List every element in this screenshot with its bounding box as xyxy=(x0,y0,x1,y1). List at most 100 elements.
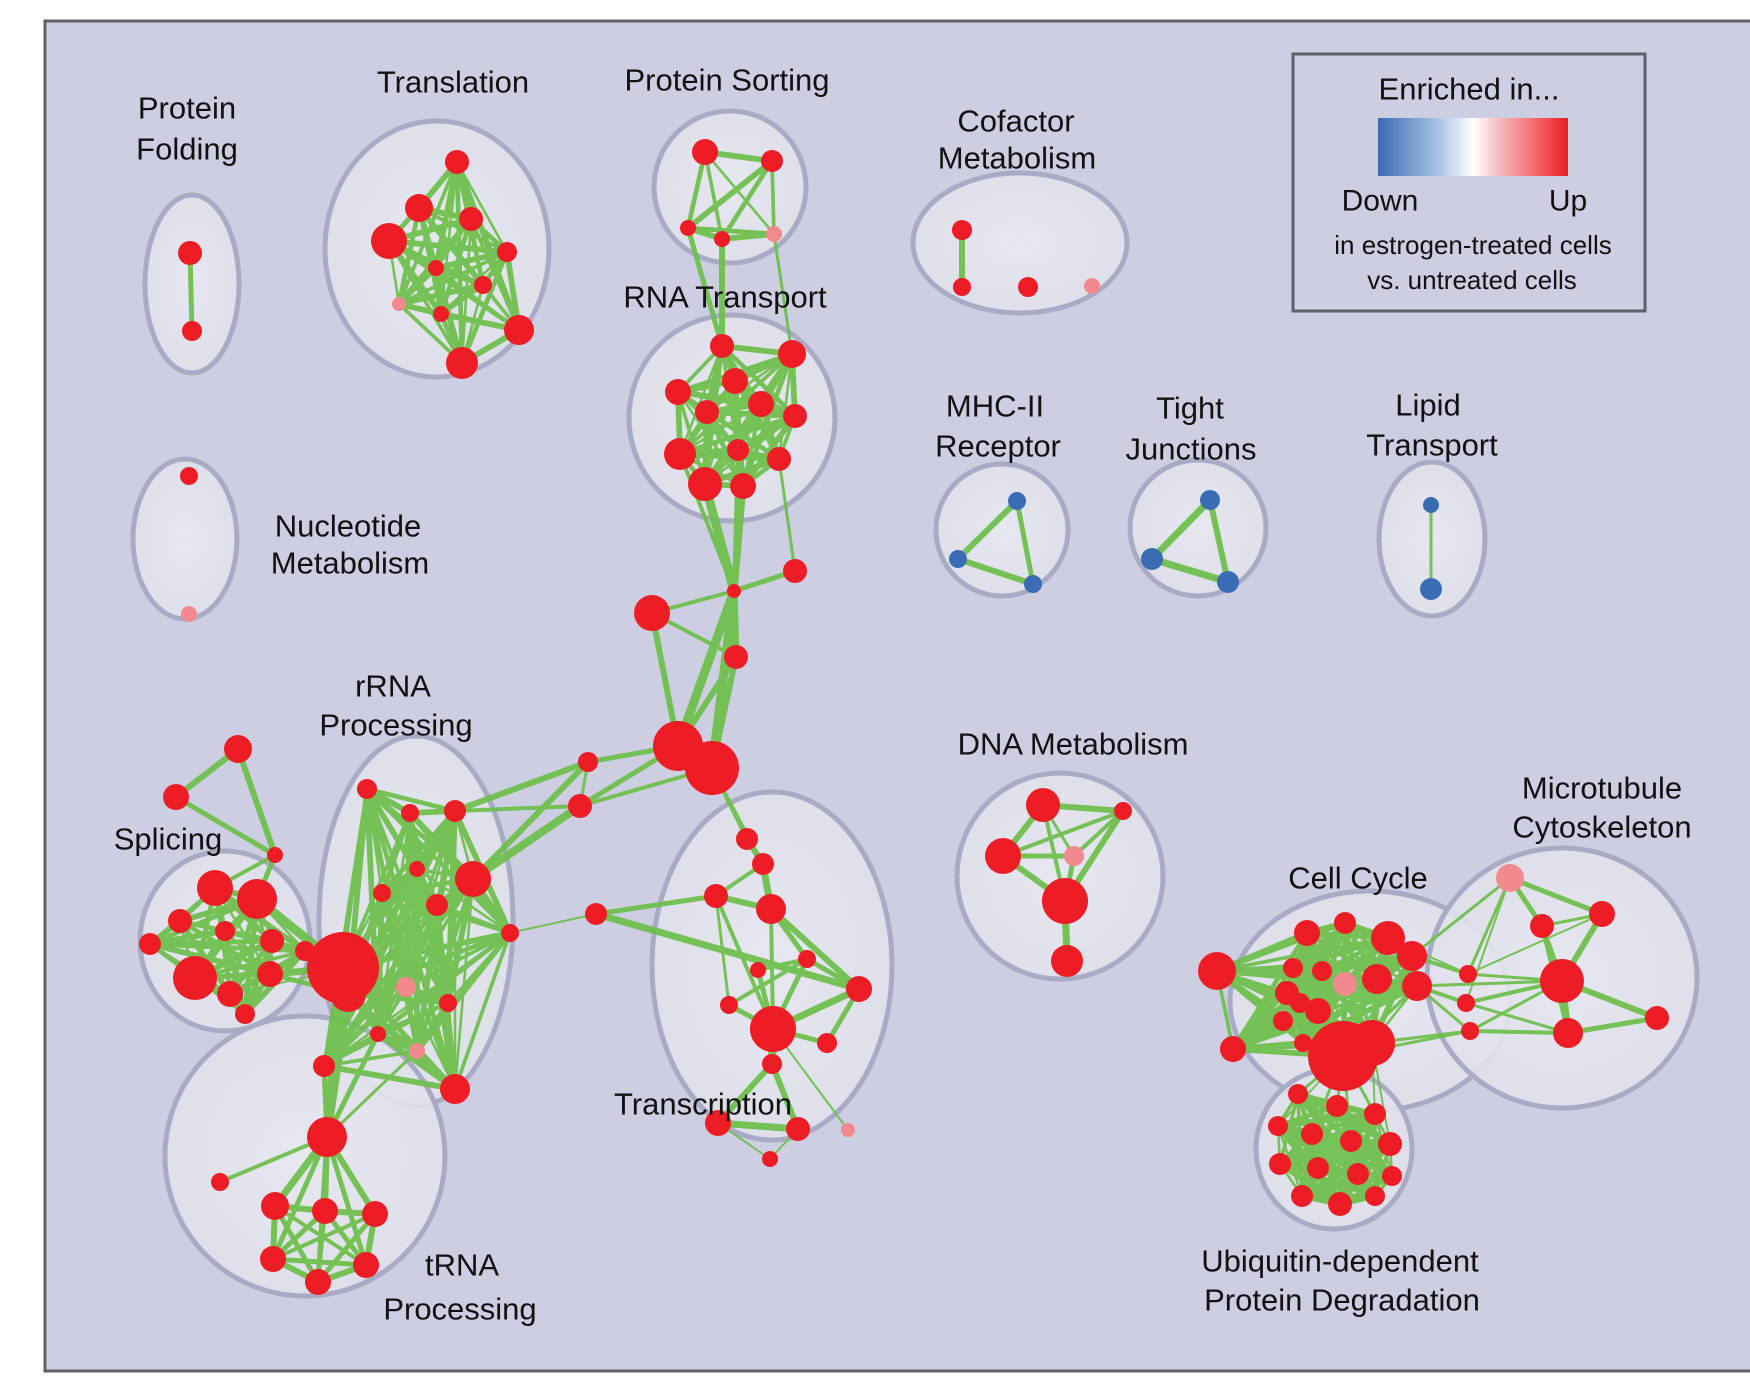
gene-set-node-rrna-processing[interactable] xyxy=(373,884,391,902)
gene-set-node-translation[interactable] xyxy=(504,315,534,345)
gene-set-node-ubiquitin-degradation[interactable] xyxy=(1347,1163,1369,1185)
gene-set-node-hub-chain[interactable] xyxy=(634,595,670,631)
gene-set-node-protein-sorting[interactable] xyxy=(761,150,783,172)
gene-set-node-trna-processing[interactable] xyxy=(353,1252,379,1278)
gene-set-node-ubiquitin-degradation[interactable] xyxy=(1291,1185,1313,1207)
gene-set-node-rrna-processing[interactable] xyxy=(313,1055,335,1077)
gene-set-node-cell-cycle[interactable] xyxy=(1312,961,1332,981)
gene-set-node-cofactor-metabolism[interactable] xyxy=(952,220,972,240)
gene-set-node-rna-transport[interactable] xyxy=(730,473,756,499)
gene-set-node-cofactor-metabolism[interactable] xyxy=(1018,277,1038,297)
gene-set-node-cofactor-metabolism[interactable] xyxy=(953,278,971,296)
gene-set-node-ubiquitin-degradation[interactable] xyxy=(1382,1166,1402,1186)
gene-set-node-ubiquitin-degradation[interactable] xyxy=(1340,1130,1362,1152)
gene-set-node-dna-metabolism[interactable] xyxy=(1064,846,1084,866)
gene-set-node-cell-cycle[interactable] xyxy=(1305,998,1331,1024)
gene-set-node-ubiquitin-degradation[interactable] xyxy=(1326,1095,1348,1117)
gene-set-node-transcription[interactable] xyxy=(798,950,816,968)
gene-set-node-rna-transport[interactable] xyxy=(727,439,749,461)
gene-set-node-rrna-processing[interactable] xyxy=(401,804,419,822)
gene-set-node-mhc-ii-receptor[interactable] xyxy=(949,550,967,568)
gene-set-node-trna-processing[interactable] xyxy=(260,1246,286,1272)
gene-set-node-transcription[interactable] xyxy=(720,996,738,1014)
gene-set-node-ubiquitin-degradation[interactable] xyxy=(1288,1084,1308,1104)
gene-set-node-tight-junctions[interactable] xyxy=(1200,490,1220,510)
gene-set-node-splicing[interactable] xyxy=(139,933,161,955)
gene-set-node-protein-sorting[interactable] xyxy=(680,220,696,236)
gene-set-node-hub-chain[interactable] xyxy=(578,752,598,772)
gene-set-node-transcription[interactable] xyxy=(756,894,786,924)
gene-set-node-splicing[interactable] xyxy=(215,921,235,941)
gene-set-node-splicing[interactable] xyxy=(217,981,243,1007)
gene-set-node-lipid-transport[interactable] xyxy=(1423,497,1439,513)
gene-set-node-microtubule-cytoskeleton[interactable] xyxy=(1496,864,1524,892)
gene-set-node-translation[interactable] xyxy=(474,276,492,294)
gene-set-node-hub-chain[interactable] xyxy=(724,645,748,669)
gene-set-node-transcription[interactable] xyxy=(841,1123,855,1137)
gene-set-node-dna-metabolism[interactable] xyxy=(1042,878,1088,924)
gene-set-node-ubiquitin-degradation[interactable] xyxy=(1365,1186,1385,1206)
gene-set-node-rrna-processing[interactable] xyxy=(444,800,466,822)
gene-set-node-cell-cycle[interactable] xyxy=(1397,941,1427,971)
gene-set-node-rrna-processing[interactable] xyxy=(396,977,416,997)
gene-set-node-cell-cycle[interactable] xyxy=(1362,964,1392,994)
gene-set-node-rna-transport[interactable] xyxy=(710,334,734,358)
gene-set-node-splicing[interactable] xyxy=(260,929,284,953)
gene-set-node-rrna-processing[interactable] xyxy=(330,976,366,1012)
gene-set-node-cell-cycle[interactable] xyxy=(1402,971,1432,1001)
gene-set-node-ubiquitin-degradation[interactable] xyxy=(1328,1192,1352,1216)
gene-set-node-trna-processing[interactable] xyxy=(261,1192,289,1220)
gene-set-node-trna-processing[interactable] xyxy=(312,1198,338,1224)
gene-set-node-translation[interactable] xyxy=(392,297,406,311)
gene-set-node-splicing[interactable] xyxy=(197,870,233,906)
gene-set-node-rna-transport[interactable] xyxy=(664,438,696,470)
gene-set-node-splicing[interactable] xyxy=(237,879,277,919)
gene-set-node-protein-folding[interactable] xyxy=(178,241,202,265)
gene-set-node-dna-metabolism[interactable] xyxy=(985,838,1021,874)
gene-set-node-transcription[interactable] xyxy=(762,1151,778,1167)
gene-set-node-cell-cycle[interactable] xyxy=(1273,1011,1293,1031)
gene-set-node-splicing[interactable] xyxy=(235,1004,255,1024)
gene-set-node-rna-transport[interactable] xyxy=(722,368,748,394)
gene-set-node-protein-sorting[interactable] xyxy=(714,231,730,247)
gene-set-node-dna-metabolism[interactable] xyxy=(1114,802,1132,820)
gene-set-node-transcription[interactable] xyxy=(752,853,774,875)
gene-set-node-translation[interactable] xyxy=(371,223,407,259)
gene-set-node-transcription[interactable] xyxy=(736,828,758,850)
gene-set-node-ubiquitin-degradation[interactable] xyxy=(1301,1123,1323,1145)
gene-set-node-rrna-processing[interactable] xyxy=(409,861,425,877)
gene-set-node-rrna-processing[interactable] xyxy=(409,1043,425,1059)
gene-set-node-splicing[interactable] xyxy=(257,961,283,987)
gene-set-node-trna-processing[interactable] xyxy=(362,1201,388,1227)
gene-set-node-trna-processing[interactable] xyxy=(305,1269,331,1295)
gene-set-node-translation[interactable] xyxy=(459,207,483,231)
gene-set-node-rna-transport[interactable] xyxy=(665,379,691,405)
gene-set-node-microtubule-cytoskeleton[interactable] xyxy=(1461,1022,1479,1040)
gene-set-node-tight-junctions[interactable] xyxy=(1217,571,1239,593)
gene-set-node-transcription[interactable] xyxy=(585,903,607,925)
gene-set-node-hub-chain[interactable] xyxy=(727,584,741,598)
gene-set-node-rna-transport[interactable] xyxy=(688,467,722,501)
gene-set-node-dna-metabolism[interactable] xyxy=(1026,788,1060,822)
gene-set-node-lipid-transport[interactable] xyxy=(1420,578,1442,600)
gene-set-node-microtubule-cytoskeleton[interactable] xyxy=(1540,959,1584,1003)
gene-set-node-cell-cycle[interactable] xyxy=(1275,981,1299,1005)
gene-set-node-rna-transport[interactable] xyxy=(778,340,806,368)
gene-set-node-nucleotide-metabolism[interactable] xyxy=(181,606,197,622)
gene-set-node-transcription[interactable] xyxy=(846,976,872,1002)
gene-set-node-transcription[interactable] xyxy=(750,962,766,978)
gene-set-node-hub-chain[interactable] xyxy=(685,741,739,795)
gene-set-node-cofactor-metabolism[interactable] xyxy=(1084,278,1100,294)
gene-set-node-cell-cycle[interactable] xyxy=(1294,920,1320,946)
gene-set-node-microtubule-cytoskeleton[interactable] xyxy=(1589,901,1615,927)
gene-set-node-ubiquitin-degradation[interactable] xyxy=(1307,1157,1329,1179)
gene-set-node-protein-sorting[interactable] xyxy=(766,226,782,242)
gene-set-node-microtubule-cytoskeleton[interactable] xyxy=(1459,965,1477,983)
gene-set-node-rrna-processing[interactable] xyxy=(426,894,448,916)
gene-set-node-ubiquitin-degradation[interactable] xyxy=(1378,1132,1402,1156)
gene-set-node-nucleotide-metabolism[interactable] xyxy=(180,467,198,485)
gene-set-node-splicing-satellite[interactable] xyxy=(163,784,189,810)
gene-set-node-rna-transport[interactable] xyxy=(748,391,774,417)
gene-set-node-microtubule-cytoskeleton[interactable] xyxy=(1457,994,1475,1012)
gene-set-node-cell-cycle[interactable] xyxy=(1294,1034,1312,1052)
